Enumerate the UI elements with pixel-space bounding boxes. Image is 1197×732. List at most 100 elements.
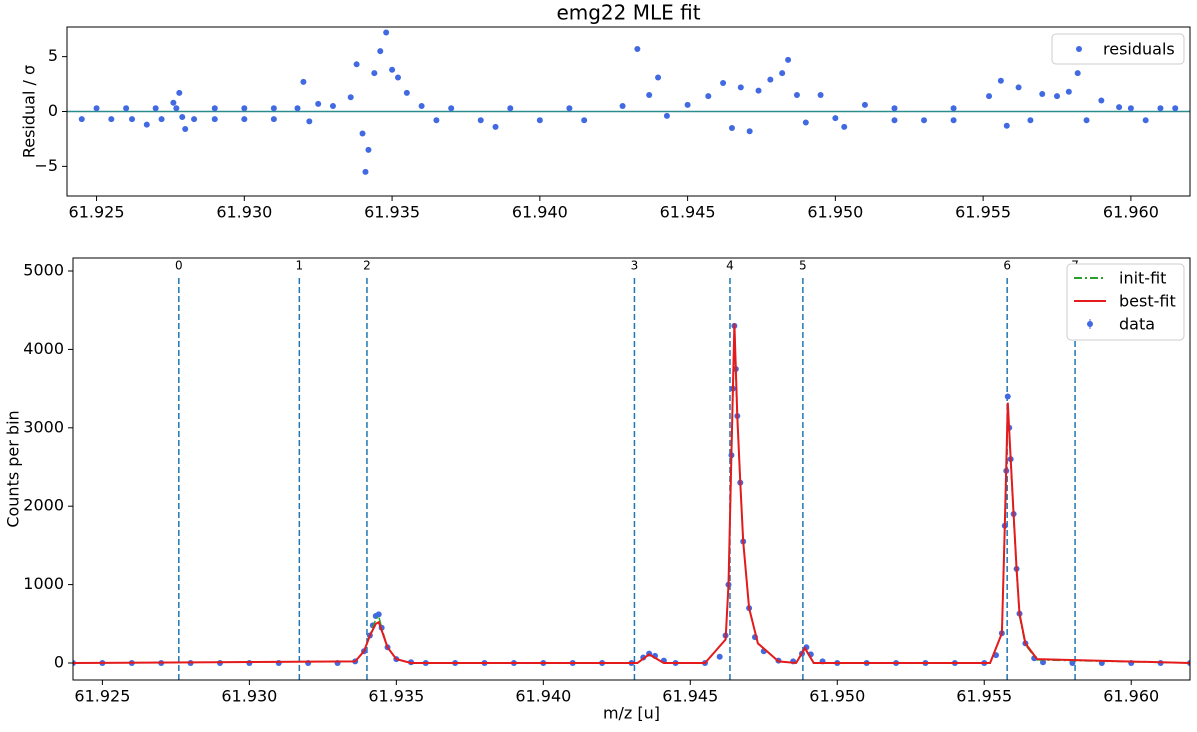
residual-point (1015, 84, 1022, 91)
residual-point (802, 119, 809, 126)
x-tick-label: 61.930 (216, 203, 272, 222)
y-axis-label: Counts per bin (4, 410, 23, 527)
residual-point (1083, 117, 1090, 124)
residual-point (93, 105, 100, 112)
peak-label: 4 (726, 259, 734, 273)
x-tick-label: 61.960 (1103, 203, 1159, 222)
residual-point (418, 103, 425, 110)
residual-point (1065, 88, 1072, 95)
residual-point (353, 61, 360, 68)
residual-point (1074, 70, 1081, 77)
residual-point (78, 116, 85, 123)
legend-label: init-fit (1119, 269, 1166, 288)
residual-point (705, 93, 712, 100)
residual-point (108, 116, 115, 123)
residual-point (389, 66, 396, 73)
residual-point (182, 126, 189, 133)
residual-point (211, 116, 218, 123)
residual-point (720, 79, 727, 86)
residual-point (785, 56, 792, 63)
residual-point (581, 117, 588, 124)
data-point (1004, 393, 1011, 400)
axes-frame (72, 257, 1191, 681)
residual-point (1027, 117, 1034, 124)
residual-point (492, 123, 499, 130)
residual-point (986, 93, 993, 100)
residual-point (347, 94, 354, 101)
residual-point (241, 116, 248, 123)
residual-point (755, 87, 762, 94)
residual-point (793, 92, 800, 99)
y-tick-label: −5 (34, 156, 58, 175)
y-tick-label: 0 (54, 652, 64, 671)
residual-point (362, 168, 369, 175)
x-tick-label: 61.935 (364, 203, 420, 222)
residual-point (173, 105, 180, 112)
y-tick-label: 0 (48, 101, 58, 120)
residual-point (861, 101, 868, 108)
plot-area (73, 278, 1190, 680)
residual-point (365, 146, 372, 153)
residual-point (191, 116, 198, 123)
residual-point (383, 29, 390, 36)
residual-point (211, 105, 218, 112)
chart-title: emg22 MLE fit (556, 1, 700, 25)
residual-point (403, 89, 410, 96)
residual-point (950, 105, 957, 112)
y-tick-label: 1000 (23, 574, 64, 593)
residual-point (619, 103, 626, 110)
legend: init-fit best-fit data (1066, 263, 1185, 341)
residual-point (950, 117, 957, 124)
peak-label: 2 (363, 259, 371, 273)
residual-point (241, 105, 248, 112)
residual-point (997, 77, 1004, 84)
residual-point (832, 115, 839, 122)
x-tick-label: 61.925 (74, 687, 130, 706)
residual-point (176, 89, 183, 96)
x-tick-label: 61.945 (660, 203, 716, 222)
legend-label: best-fit (1119, 292, 1176, 311)
residual-point (152, 105, 159, 112)
residual-point (394, 74, 401, 81)
residual-point (1116, 104, 1123, 111)
y-tick-label: 3000 (23, 417, 64, 436)
data-point (716, 653, 723, 660)
residual-point (655, 74, 662, 81)
residual-point (315, 100, 322, 107)
residual-point (300, 78, 307, 85)
residual-point (841, 123, 848, 130)
x-tick-label: 61.955 (956, 687, 1012, 706)
axes-frame (66, 26, 1191, 197)
residual-point (779, 70, 786, 77)
legend: residuals (1051, 33, 1185, 65)
residual-point (1098, 97, 1105, 104)
y-tick-label: 5 (48, 46, 58, 65)
x-tick-label: 61.930 (221, 687, 277, 706)
legend-label: residuals (1103, 40, 1175, 59)
x-tick-label: 61.960 (1103, 687, 1159, 706)
legend-box (1066, 263, 1185, 341)
legend-marker (1087, 321, 1093, 327)
residual-point (270, 105, 277, 112)
fit-line (73, 323, 1190, 665)
residual-point (1142, 117, 1149, 124)
residual-point (1127, 105, 1134, 112)
x-tick-label: 61.955 (955, 203, 1011, 222)
residual-point (536, 117, 543, 124)
residual-point (566, 105, 573, 112)
residual-point (634, 45, 641, 52)
y-tick-label: 4000 (23, 339, 64, 358)
legend-marker (1076, 46, 1082, 52)
residual-point (158, 116, 165, 123)
residual-point (767, 76, 774, 83)
peak-label: 0 (175, 259, 183, 273)
residual-point (433, 117, 440, 124)
y-tick-label: 2000 (23, 496, 64, 515)
residual-point (1172, 105, 1179, 112)
residual-point (728, 124, 735, 131)
residual-point (371, 70, 378, 77)
peak-label: 1 (296, 259, 304, 273)
residual-point (646, 92, 653, 99)
